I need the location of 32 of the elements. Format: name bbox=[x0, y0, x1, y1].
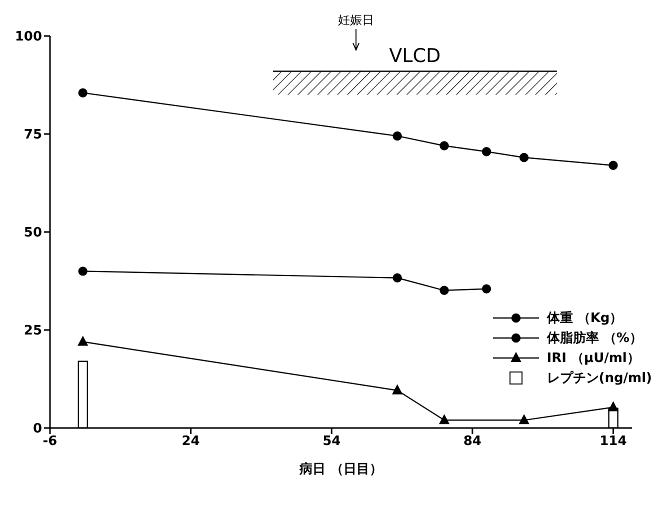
point bbox=[392, 384, 402, 394]
x-tick-label: 54 bbox=[322, 434, 341, 450]
point bbox=[78, 266, 88, 276]
legend-label: VLCD bbox=[388, 45, 442, 68]
legend-label: IRI （μU/ml） bbox=[546, 350, 640, 367]
y-tick-label: 100 bbox=[14, 30, 42, 45]
x-axis-title: 病日 （日目） bbox=[298, 461, 382, 477]
legend-label: レプチン(ng/ml) bbox=[546, 370, 652, 387]
point bbox=[519, 414, 530, 424]
y-tick-label: 75 bbox=[24, 128, 42, 143]
point bbox=[392, 131, 402, 141]
point bbox=[78, 336, 88, 346]
text: 妊娠日 bbox=[338, 12, 374, 29]
x-tick-label: 84 bbox=[463, 434, 482, 450]
point bbox=[519, 152, 529, 162]
legend-label: 体脂肪率 （%） bbox=[546, 330, 642, 347]
x-tick-label: -6 bbox=[42, 434, 58, 450]
point bbox=[482, 147, 492, 156]
y-tick-label: 0 bbox=[32, 422, 42, 437]
point bbox=[440, 141, 449, 150]
point bbox=[439, 414, 450, 424]
point bbox=[608, 160, 618, 170]
point bbox=[482, 284, 492, 294]
x-tick-label: 24 bbox=[182, 434, 200, 450]
legend-label: 体重 （Kg） bbox=[546, 310, 623, 327]
x-tick-label: 114 bbox=[600, 434, 627, 450]
point bbox=[440, 286, 449, 296]
y-tick-label: 25 bbox=[24, 324, 42, 339]
point bbox=[608, 402, 618, 412]
point bbox=[78, 88, 88, 98]
y-tick-label: 50 bbox=[24, 226, 42, 241]
point bbox=[392, 273, 402, 282]
